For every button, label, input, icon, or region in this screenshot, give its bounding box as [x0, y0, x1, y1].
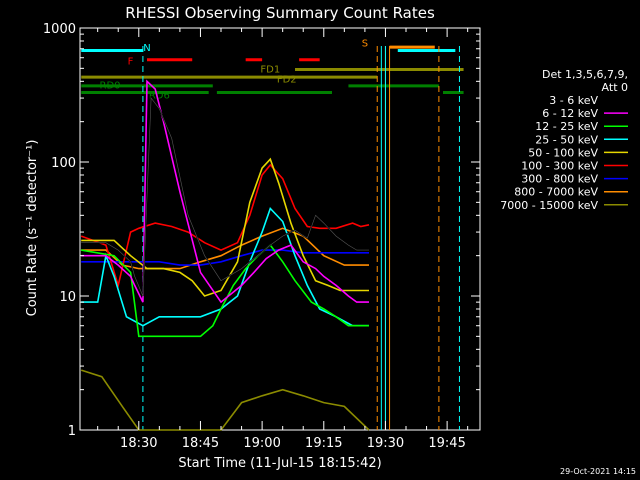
- x-tick-label: 18:30: [120, 436, 157, 451]
- legend-entry-label: 12 - 25 keV: [535, 120, 598, 133]
- flag-label-s: S: [362, 38, 368, 49]
- series-line-halo: [81, 97, 369, 297]
- legend-entry-label: 7000 - 15000 keV: [500, 199, 598, 212]
- x-tick-label: 19:15: [305, 436, 342, 451]
- timestamp: 29-Oct-2021 14:15: [560, 467, 636, 476]
- y-axis-label: Count Rate (s⁻¹ detector⁻¹): [25, 140, 40, 317]
- flag-label-fd2: FD2: [277, 74, 297, 85]
- series-line: [81, 79, 369, 304]
- legend-header: Det 1,3,5,6,7,9,: [542, 68, 628, 81]
- y-tick-label: 1: [68, 424, 76, 439]
- series-line: [81, 249, 369, 266]
- x-axis-label: Start Time (11-Jul-15 18:15:42): [178, 456, 381, 471]
- series-line: [81, 227, 369, 270]
- series-line: [81, 157, 369, 297]
- y-tick-label: 1000: [43, 22, 76, 37]
- series-line: [81, 243, 369, 338]
- flag-label-rd6: RD6: [149, 90, 170, 101]
- legend-header: Att 0: [602, 81, 628, 94]
- flag-label-n: N: [143, 43, 150, 54]
- flag-label-f: F: [128, 57, 134, 68]
- legend-entry-label: 100 - 300 keV: [521, 160, 598, 173]
- series-line: [80, 369, 370, 431]
- series-line: [81, 206, 369, 327]
- plot-frame: [79, 27, 481, 431]
- x-axis: 18:30 18:45 19:00 19:15 19:30 19:45: [97, 28, 469, 451]
- x-tick-label: 19:30: [367, 436, 404, 451]
- y-axis: 1 10 100 1000: [43, 22, 480, 439]
- x-tick-label: 19:45: [428, 436, 465, 451]
- legend-entry-label: 3 - 6 keV: [549, 94, 598, 107]
- legend-entry-label: 300 - 800 keV: [521, 173, 598, 186]
- y-tick-label: 100: [51, 156, 76, 171]
- legend-entry-label: 25 - 50 keV: [535, 133, 598, 146]
- x-tick-label: 19:00: [243, 436, 280, 451]
- chart-title: RHESSI Observing Summary Count Rates: [125, 4, 435, 22]
- legend-entry-label: 800 - 7000 keV: [514, 186, 598, 199]
- y-tick-label: 10: [59, 290, 76, 305]
- legend-entry-label: 50 - 100 keV: [528, 146, 598, 159]
- x-tick-label: 18:45: [182, 436, 219, 451]
- legend-entry-label: 6 - 12 keV: [542, 107, 598, 120]
- flag-label-rd0: RD0: [100, 80, 121, 91]
- flag-label-fd1: FD1: [260, 64, 280, 75]
